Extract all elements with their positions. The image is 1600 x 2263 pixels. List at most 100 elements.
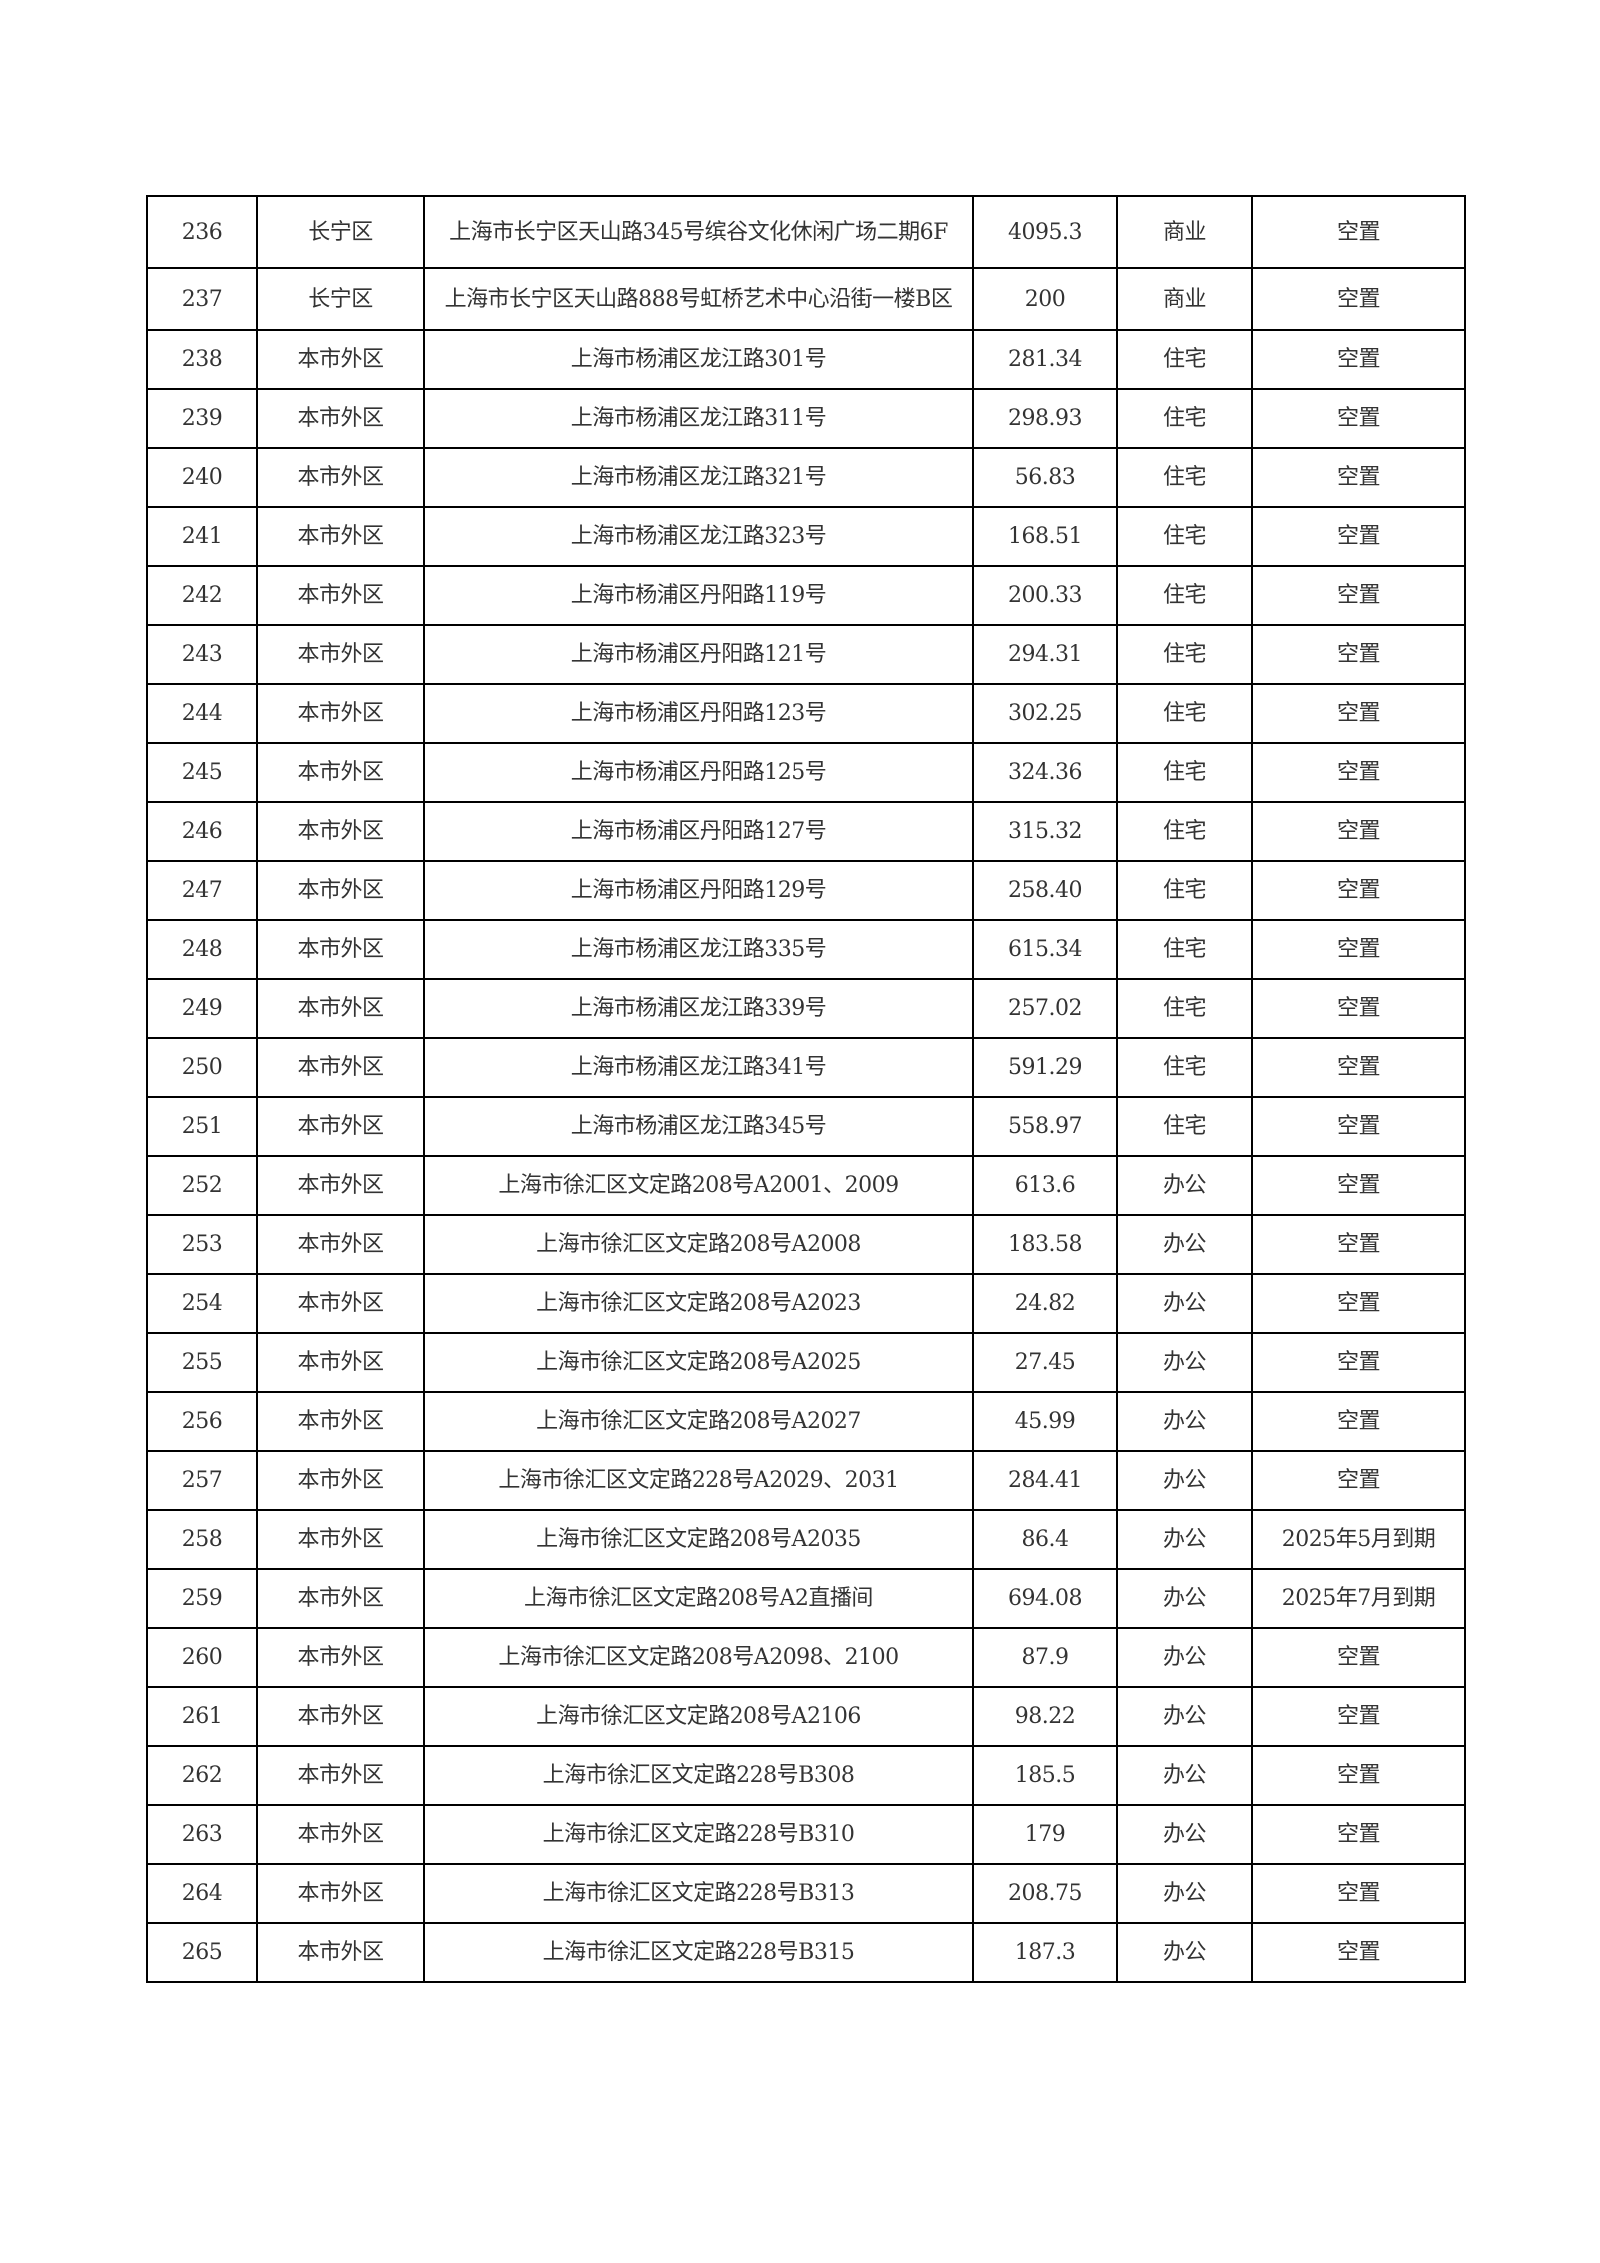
- cell-row-number: 249: [146, 978, 258, 1039]
- cell-area: 87.9: [972, 1627, 1118, 1688]
- cell-district: 本市外区: [256, 1922, 425, 1983]
- cell-address: 上海市杨浦区龙江路339号: [423, 978, 974, 1039]
- cell-usage: 住宅: [1116, 506, 1253, 567]
- cell-address: 上海市杨浦区丹阳路121号: [423, 624, 974, 685]
- cell-status: 空置: [1251, 860, 1466, 921]
- table-row: 236 长宁区 上海市长宁区天山路345号缤谷文化休闲广场二期6F 4095.3 商业空…: [146, 195, 1466, 269]
- cell-usage: 办公: [1116, 1391, 1253, 1452]
- cell-area: 615.34: [972, 919, 1118, 980]
- table-row: 246 本市外区 上海市杨浦区丹阳路127号 315.32 住宅 空置: [146, 801, 1466, 862]
- cell-usage: 住宅: [1116, 565, 1253, 626]
- cell-address: 上海市徐汇区文定路208号A2008: [423, 1214, 974, 1275]
- cell-district: 本市外区: [256, 1863, 425, 1924]
- table-row: 242 本市外区 上海市杨浦区丹阳路119号 200.33 住宅 空置: [146, 565, 1466, 626]
- cell-usage: 住宅: [1116, 978, 1253, 1039]
- cell-area: 298.93: [972, 388, 1118, 449]
- table-row: 250 本市外区 上海市杨浦区龙江路341号 591.29 住宅 空置: [146, 1037, 1466, 1098]
- table-row: 245 本市外区 上海市杨浦区丹阳路125号 324.36 住宅 空置: [146, 742, 1466, 803]
- table-row: 255 本市外区 上海市徐汇区文定路208号A2025 27.45 办公 空置: [146, 1332, 1466, 1393]
- cell-row-number: 246: [146, 801, 258, 862]
- cell-row-number: 256: [146, 1391, 258, 1452]
- cell-address: 上海市杨浦区丹阳路127号: [423, 801, 974, 862]
- cell-row-number: 248: [146, 919, 258, 980]
- cell-row-number: 257: [146, 1450, 258, 1511]
- table-row: 240 本市外区 上海市杨浦区龙江路321号 56.83 住宅 空置: [146, 447, 1466, 508]
- cell-area: 694.08: [972, 1568, 1118, 1629]
- cell-row-number: 253: [146, 1214, 258, 1275]
- cell-row-number: 236: [146, 195, 258, 269]
- cell-area: 258.40: [972, 860, 1118, 921]
- cell-address: 上海市徐汇区文定路228号B310: [423, 1804, 974, 1865]
- cell-status: 空置: [1251, 1686, 1466, 1747]
- table-row: 256 本市外区 上海市徐汇区文定路208号A2027 45.99 办公 空置: [146, 1391, 1466, 1452]
- cell-status: 空置: [1251, 1745, 1466, 1806]
- cell-usage: 办公: [1116, 1568, 1253, 1629]
- table-row: 247 本市外区 上海市杨浦区丹阳路129号 258.40 住宅 空置: [146, 860, 1466, 921]
- cell-row-number: 238: [146, 329, 258, 390]
- cell-area: 315.32: [972, 801, 1118, 862]
- cell-row-number: 262: [146, 1745, 258, 1806]
- cell-district: 本市外区: [256, 388, 425, 449]
- cell-district: 本市外区: [256, 683, 425, 744]
- cell-usage: 办公: [1116, 1922, 1253, 1983]
- cell-address: 上海市杨浦区龙江路335号: [423, 919, 974, 980]
- table-row: 248 本市外区 上海市杨浦区龙江路335号 615.34 住宅 空置: [146, 919, 1466, 980]
- cell-district: 本市外区: [256, 919, 425, 980]
- cell-address: 上海市杨浦区龙江路321号: [423, 447, 974, 508]
- cell-status: 空置: [1251, 565, 1466, 626]
- cell-row-number: 252: [146, 1155, 258, 1216]
- cell-status: 空置: [1251, 683, 1466, 744]
- cell-address: 上海市徐汇区文定路228号B313: [423, 1863, 974, 1924]
- cell-usage: 办公: [1116, 1804, 1253, 1865]
- cell-usage: 住宅: [1116, 801, 1253, 862]
- cell-district: 本市外区: [256, 860, 425, 921]
- table-row: 243 本市外区 上海市杨浦区丹阳路121号 294.31 住宅 空置: [146, 624, 1466, 685]
- cell-area: 185.5: [972, 1745, 1118, 1806]
- cell-usage: 住宅: [1116, 860, 1253, 921]
- cell-usage: 住宅: [1116, 1096, 1253, 1157]
- cell-status: 空置: [1251, 195, 1466, 269]
- cell-row-number: 259: [146, 1568, 258, 1629]
- cell-address: 上海市杨浦区龙江路323号: [423, 506, 974, 567]
- cell-area: 168.51: [972, 506, 1118, 567]
- cell-row-number: 251: [146, 1096, 258, 1157]
- cell-usage: 住宅: [1116, 742, 1253, 803]
- cell-address: 上海市徐汇区文定路208号A2098、2100: [423, 1627, 974, 1688]
- cell-address: 上海市徐汇区文定路228号B315: [423, 1922, 974, 1983]
- table-row: 237 长宁区 上海市长宁区天山路888号虹桥艺术中心沿街一楼B区 200 商业 空置: [146, 267, 1466, 331]
- cell-status: 空置: [1251, 801, 1466, 862]
- cell-district: 本市外区: [256, 1391, 425, 1452]
- cell-address: 上海市长宁区天山路345号缤谷文化休闲广场二期6F: [423, 195, 974, 269]
- table-row: 259 本市外区 上海市徐汇区文定路208号A2直播间 694.08 办公 2025年7月…: [146, 1568, 1466, 1629]
- table-body: 236 长宁区 上海市长宁区天山路345号缤谷文化休闲广场二期6F 4095.3 商业空…: [146, 195, 1466, 1983]
- cell-status: 空置: [1251, 267, 1466, 331]
- cell-area: 98.22: [972, 1686, 1118, 1747]
- cell-row-number: 244: [146, 683, 258, 744]
- cell-status: 空置: [1251, 1450, 1466, 1511]
- cell-usage: 办公: [1116, 1214, 1253, 1275]
- cell-area: 591.29: [972, 1037, 1118, 1098]
- cell-area: 281.34: [972, 329, 1118, 390]
- cell-district: 本市外区: [256, 1509, 425, 1570]
- cell-status: 空置: [1251, 978, 1466, 1039]
- cell-row-number: 254: [146, 1273, 258, 1334]
- cell-usage: 办公: [1116, 1627, 1253, 1688]
- cell-row-number: 241: [146, 506, 258, 567]
- cell-status: 空置: [1251, 447, 1466, 508]
- cell-address: 上海市杨浦区丹阳路119号: [423, 565, 974, 626]
- cell-address: 上海市杨浦区丹阳路129号: [423, 860, 974, 921]
- cell-row-number: 239: [146, 388, 258, 449]
- cell-district: 本市外区: [256, 1096, 425, 1157]
- cell-status: 空置: [1251, 1037, 1466, 1098]
- table-row: 258 本市外区 上海市徐汇区文定路208号A2035 86.4 办公 2025年5月到期: [146, 1509, 1466, 1570]
- cell-district: 本市外区: [256, 1037, 425, 1098]
- table-row: 241 本市外区 上海市杨浦区龙江路323号 168.51 住宅 空置: [146, 506, 1466, 567]
- cell-status: 空置: [1251, 1214, 1466, 1275]
- cell-status: 空置: [1251, 1096, 1466, 1157]
- cell-district: 本市外区: [256, 1568, 425, 1629]
- cell-area: 613.6: [972, 1155, 1118, 1216]
- cell-district: 长宁区: [256, 195, 425, 269]
- cell-status: 空置: [1251, 919, 1466, 980]
- cell-address: 上海市杨浦区丹阳路125号: [423, 742, 974, 803]
- cell-usage: 住宅: [1116, 919, 1253, 980]
